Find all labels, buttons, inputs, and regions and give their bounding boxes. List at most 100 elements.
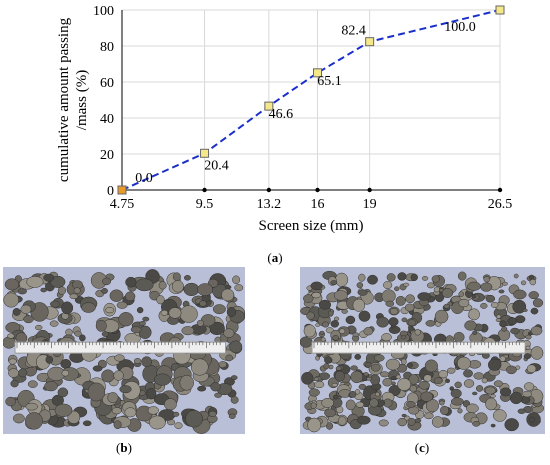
stone	[529, 279, 537, 286]
stone	[196, 319, 204, 327]
data-label: 82.4	[341, 24, 366, 39]
x-tick-label: 13.2	[257, 197, 282, 212]
stone	[45, 355, 54, 364]
stone	[363, 327, 374, 336]
stone	[82, 420, 92, 427]
stone	[208, 410, 217, 418]
stone	[490, 302, 499, 308]
stone	[325, 327, 334, 334]
stone	[391, 376, 397, 380]
stone	[168, 307, 182, 319]
stone	[119, 385, 132, 394]
stone	[394, 286, 400, 292]
stone	[354, 353, 362, 360]
stone	[375, 391, 380, 397]
stone	[463, 379, 475, 388]
stone	[323, 363, 330, 370]
stone	[333, 290, 348, 301]
stone	[401, 317, 408, 323]
x-tick-label: 4.75	[110, 197, 135, 212]
stone	[334, 370, 345, 382]
photo-c	[300, 267, 545, 434]
stone	[522, 308, 528, 312]
stone	[530, 346, 544, 360]
stone	[389, 307, 399, 315]
stone	[530, 307, 539, 315]
stone	[405, 294, 415, 304]
y-tick-label: 80	[100, 40, 114, 55]
stone	[345, 399, 356, 411]
stone	[513, 273, 519, 279]
stone	[61, 301, 74, 315]
stone	[424, 359, 438, 373]
y-tick-label: 20	[100, 148, 114, 163]
stone	[81, 302, 96, 313]
stone	[210, 382, 221, 392]
stone	[50, 300, 61, 308]
data-label: 0.0	[135, 171, 153, 186]
labels: 0 20 40 60 80 100 4.75 9.5 13.2 16 19 26.5 Screen si…	[56, 4, 512, 234]
data-point	[313, 68, 323, 78]
stone	[458, 298, 470, 308]
stone	[229, 340, 243, 354]
data-point	[264, 101, 274, 111]
stone	[513, 289, 527, 300]
stone	[403, 282, 410, 287]
stone	[364, 361, 372, 368]
stone	[472, 421, 481, 427]
stone	[141, 356, 153, 368]
stone	[197, 283, 214, 297]
stone	[404, 303, 415, 312]
stone	[417, 292, 431, 301]
y-axis-title-line: cumulative amount passing	[56, 17, 72, 182]
stone	[307, 417, 322, 433]
stone	[172, 411, 180, 417]
stone	[179, 374, 194, 391]
x-tick-label: 9.5	[196, 197, 214, 212]
stone	[409, 384, 417, 393]
stone	[525, 334, 532, 340]
stone	[485, 397, 498, 411]
stone	[319, 330, 325, 335]
stone	[26, 276, 44, 288]
stone	[148, 415, 166, 430]
stone	[43, 273, 55, 282]
stone	[330, 280, 338, 286]
stone	[164, 398, 177, 411]
stone	[370, 363, 381, 372]
stone	[484, 386, 496, 395]
stone	[35, 324, 43, 331]
stone	[25, 402, 38, 411]
stone	[179, 305, 198, 323]
stone	[493, 409, 507, 422]
stone	[493, 380, 503, 387]
stone	[532, 298, 544, 308]
stone	[376, 316, 389, 328]
stone	[230, 375, 238, 381]
stone	[73, 287, 81, 294]
stone	[171, 280, 184, 293]
stone	[523, 353, 532, 360]
data-label: 65.1	[317, 74, 342, 89]
stone	[468, 308, 480, 321]
stone	[381, 289, 396, 303]
stone	[12, 308, 21, 316]
stone	[473, 372, 484, 380]
stone	[23, 315, 34, 324]
stone	[303, 294, 314, 303]
stone	[407, 319, 417, 327]
stone	[406, 362, 414, 368]
stone	[446, 367, 456, 374]
stone	[116, 301, 128, 309]
stone	[358, 383, 367, 390]
stone	[504, 418, 519, 432]
stone	[333, 316, 340, 321]
stone	[512, 299, 527, 314]
stone	[124, 407, 137, 418]
stone	[107, 392, 119, 404]
stone	[374, 354, 385, 362]
stone	[458, 291, 465, 297]
stone	[383, 281, 393, 290]
stone	[339, 328, 346, 334]
stone	[92, 365, 103, 372]
